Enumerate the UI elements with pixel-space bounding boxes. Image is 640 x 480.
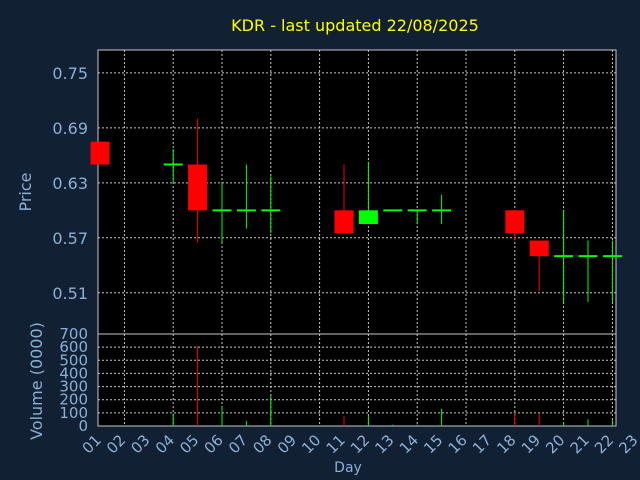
candle-body — [529, 240, 549, 257]
x-axis-label: Day — [334, 460, 362, 476]
candle-body — [334, 210, 354, 234]
volume-axis-label: Volume (0000) — [27, 322, 46, 440]
volume-bars — [172, 345, 613, 426]
candle-body — [358, 210, 378, 225]
candle-body — [90, 141, 110, 165]
day-axis: 0102030405060708091011121314151617181920… — [79, 431, 640, 457]
price-tick-label: 0.75 — [52, 64, 88, 83]
candle-body — [505, 210, 525, 234]
candle-body — [188, 164, 208, 211]
price-axis-label: Price — [16, 172, 35, 211]
volume-tick-label: 600 — [59, 338, 88, 356]
grid-lines — [98, 50, 616, 426]
volume-tick-label: 200 — [59, 391, 88, 409]
candles — [90, 118, 622, 302]
volume-tick-label: 0 — [78, 417, 88, 435]
volume-tick-label: 500 — [59, 351, 88, 369]
price-tick-label: 0.57 — [52, 229, 88, 248]
volume-tick-label: 700 — [59, 325, 88, 343]
price-panel — [97, 49, 617, 335]
volume-tick-label: 400 — [59, 364, 88, 382]
volume-tick-label: 100 — [59, 404, 88, 422]
price-tick-label: 0.51 — [52, 284, 88, 303]
price-tick-label: 0.63 — [52, 174, 88, 193]
price-axis: 0.75 0.69 0.63 0.57 0.51 — [52, 64, 88, 303]
volume-tick-label: 300 — [59, 378, 88, 396]
chart-title: KDR - last updated 22/08/2025 — [231, 16, 479, 35]
volume-panel — [97, 333, 617, 427]
price-tick-label: 0.69 — [52, 119, 88, 138]
